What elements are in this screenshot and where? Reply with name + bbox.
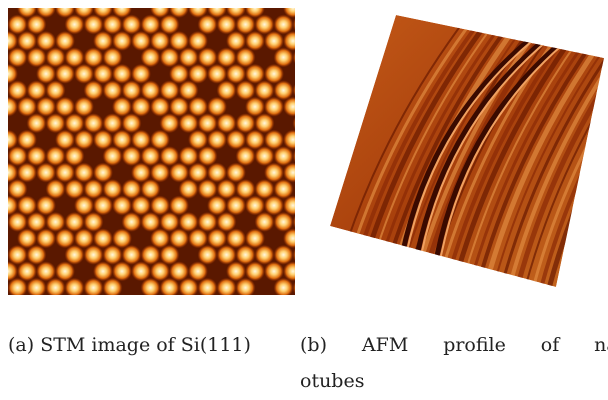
atom [293,278,313,298]
atom [293,14,313,34]
atom [179,278,199,298]
atom [293,0,313,2]
atom [302,0,322,18]
atom [321,163,341,183]
atom [312,146,332,166]
atom [255,0,275,2]
atom [160,0,180,2]
atom [236,278,256,298]
caption-b: (b) AFM profile of nan otubes [300,334,608,392]
atom [0,80,9,100]
atom [141,0,161,2]
atom [321,31,341,51]
atom [0,179,9,199]
atom [0,245,9,265]
atom [8,0,28,2]
atom [84,278,104,298]
atom [46,0,66,2]
afm-image [330,0,608,300]
atom [27,278,47,298]
atom [302,31,322,51]
atom [274,278,294,298]
ridge [602,0,608,300]
stm-image [0,0,351,298]
atom [331,146,351,166]
atom [293,212,313,232]
atom [312,113,332,133]
atom [302,195,322,215]
atom [331,245,351,265]
atom [0,14,9,34]
atom [321,228,341,248]
atom [312,80,332,100]
atom [84,0,104,2]
atom [160,278,180,298]
atom [8,278,28,298]
atom [321,261,341,281]
figure-images [0,0,608,310]
atom [179,0,199,2]
atom [321,130,341,150]
atom [293,245,313,265]
atom [331,278,351,298]
atom [274,0,294,2]
atom [302,163,322,183]
atom [0,212,9,232]
atom [331,47,351,67]
atom [46,278,66,298]
atom [293,47,313,67]
atom [331,14,351,34]
atom [0,113,9,133]
atom [293,80,313,100]
atom [293,113,313,133]
atom [312,47,332,67]
atom [65,278,85,298]
atom [331,113,351,133]
atom [312,179,332,199]
caption-line: otubes [300,370,608,392]
atom [141,278,161,298]
atom [312,0,332,2]
atom [331,0,351,2]
atom [321,97,341,117]
atom [312,212,332,232]
atom [198,0,218,2]
atom [65,0,85,2]
ridge [594,0,608,300]
page: (a) STM image of Si(111) (b) AFM profile… [0,0,608,400]
atom [217,278,237,298]
atom [217,0,237,2]
atom [293,146,313,166]
caption-line: (b) AFM profile of nan [300,334,608,356]
atom [302,228,322,248]
atom [321,64,341,84]
atom [27,0,47,2]
atom [103,278,123,298]
atom [302,64,322,84]
atom [0,146,9,166]
caption-line: (a) STM image of Si(111) [8,334,295,356]
atom [283,97,303,117]
atom [321,0,341,18]
atom [312,278,332,298]
atom [302,261,322,281]
caption-a: (a) STM image of Si(111) [8,334,295,356]
ridge [586,0,608,300]
atom [302,97,322,117]
atom [198,278,218,298]
atom [0,0,9,2]
atom [122,0,142,2]
